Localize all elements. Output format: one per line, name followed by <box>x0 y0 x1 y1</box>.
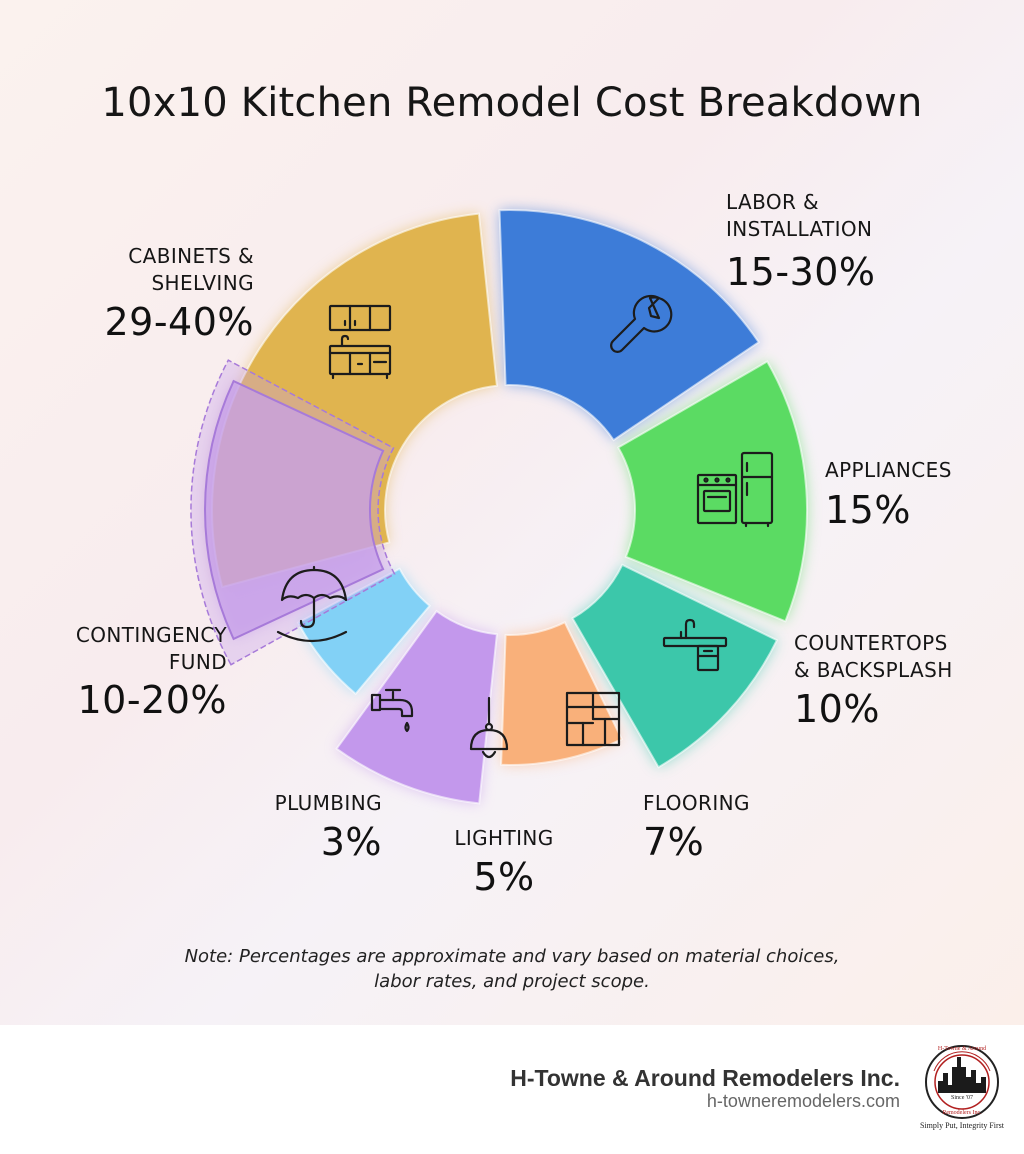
segment-countertops <box>571 563 779 769</box>
value-plumbing: 3% <box>320 820 382 864</box>
donut-chart <box>190 209 809 805</box>
label-lighting: LIGHTING <box>454 826 554 850</box>
value-lighting: 5% <box>473 855 535 899</box>
note-line-1: Note: Percentages are approximate and va… <box>184 946 840 967</box>
logo-text-top: H-Towne & Around <box>938 1046 986 1052</box>
value-cabinets: 29-40% <box>104 300 254 344</box>
sink-counter-icon <box>662 618 728 672</box>
floor-tiles-icon <box>565 691 621 747</box>
value-appliances: 15% <box>825 488 911 532</box>
label-flooring: FLOORING <box>643 791 750 815</box>
segment-lighting <box>335 609 498 805</box>
value-flooring: 7% <box>643 820 705 864</box>
logo-since: Since '07 <box>951 1095 973 1101</box>
logo-text-bottom: Remodelers Inc. <box>942 1110 982 1116</box>
label-countertops: COUNTERTOPS & BACKSPLASH <box>794 631 953 682</box>
infographic-panel: 10x10 Kitchen Remodel Cost Breakdown <box>0 0 1024 1025</box>
label-appliances: APPLIANCES <box>825 458 952 482</box>
company-logo: H-Towne & Around Since '07 Remodelers In… <box>925 1045 999 1119</box>
wrench-icon <box>610 294 673 353</box>
value-labor: 15-30% <box>726 250 876 294</box>
kitchen-cabinets-icon <box>328 304 392 380</box>
label-contingency: CONTINGENCY FUND <box>75 623 227 674</box>
value-countertops: 10% <box>794 687 880 731</box>
segment-flooring <box>500 620 624 766</box>
segment-plumbing <box>296 567 432 696</box>
segment-contingency <box>204 379 385 641</box>
label-labor: LABOR & INSTALLATION <box>726 190 873 241</box>
company-name: H-Towne & Around Remodelers Inc. <box>510 1065 900 1091</box>
stove-fridge-icon <box>696 451 774 528</box>
pendant-lamp-icon <box>469 696 509 759</box>
note-line-2: labor rates, and project scope. <box>374 971 650 992</box>
value-contingency: 10-20% <box>77 678 227 722</box>
umbrella-icon <box>276 565 348 642</box>
footer: H-Towne & Around Remodelers Inc. h-towne… <box>0 1025 1024 1154</box>
company-url[interactable]: h-towneremodelers.com <box>706 1091 900 1111</box>
label-plumbing: PLUMBING <box>274 791 382 815</box>
faucet-icon <box>370 688 414 733</box>
chart-title: 10x10 Kitchen Remodel Cost Breakdown <box>101 80 923 126</box>
label-cabinets: CABINETS & SHELVING <box>128 244 254 295</box>
logo-tagline: Simply Put, Integrity First <box>919 1121 1004 1130</box>
chart-note: Note: Percentages are approximate and va… <box>0 944 1024 994</box>
